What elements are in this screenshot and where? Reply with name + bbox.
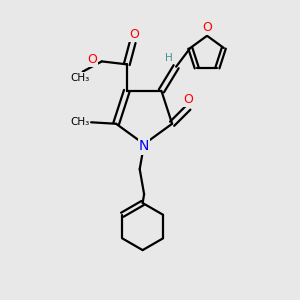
- Text: O: O: [129, 28, 139, 40]
- Text: N: N: [139, 140, 149, 154]
- Text: CH₃: CH₃: [70, 117, 89, 127]
- Text: O: O: [183, 93, 193, 106]
- Text: CH₃: CH₃: [71, 73, 90, 83]
- Text: O: O: [202, 21, 212, 34]
- Text: H: H: [165, 53, 173, 63]
- Text: O: O: [88, 53, 98, 66]
